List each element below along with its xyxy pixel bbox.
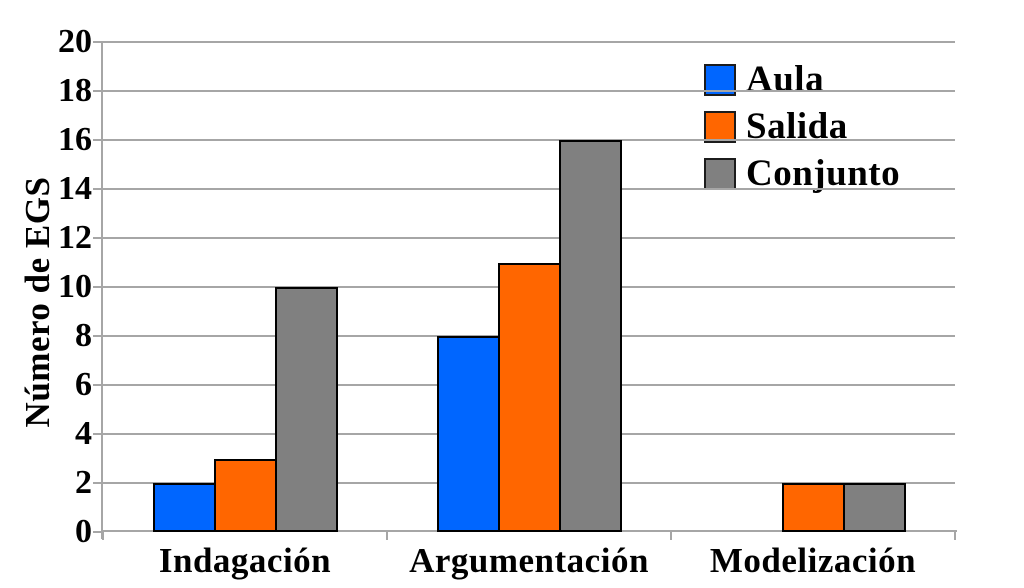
y-axis-tick [93,90,103,92]
bar-conjunto-indagacion [274,287,338,532]
legend-label: Conjunto [746,153,901,194]
y-axis-tick [93,139,103,141]
y-axis-tick [93,384,103,386]
y-axis-tick [93,188,103,190]
y-tick-label: 0 [75,513,92,550]
y-tick-label: 16 [58,121,92,158]
x-category-label: Modelización [709,541,917,580]
y-tick-label: 4 [75,415,92,452]
y-tick-label: 10 [58,268,92,305]
y-tick-label: 14 [58,170,92,207]
y-tick-label: 12 [58,219,92,256]
bar-aula-indagacion [152,483,216,532]
gridline [103,90,955,92]
gridline [103,188,955,190]
y-axis-tick [93,286,103,288]
y-axis-tick [93,335,103,337]
x-axis-tick [670,532,672,540]
legend-item-aula: Aula [704,56,835,103]
y-axis-tick [93,482,103,484]
gridline [103,237,955,239]
y-tick-label: 6 [75,366,92,403]
legend-label: Salida [746,106,848,147]
y-tick-label: 20 [58,23,92,60]
x-axis-tick [954,532,956,540]
bar-conjunto-modelizacion [842,483,906,532]
x-category-label: Indagación [158,541,332,580]
gridline [103,139,955,141]
x-axis-tick [102,532,104,540]
legend-item-salida: Salida [704,103,858,150]
legend-swatch-salida [704,110,736,143]
bar-salida-modelizacion [781,483,845,532]
bar-salida-indagacion [213,458,277,532]
bar-salida-argumentacion [497,262,561,532]
gridline [103,41,955,43]
y-tick-label: 2 [75,464,92,501]
bar-conjunto-argumentacion [558,140,622,532]
x-axis-tick [386,532,388,540]
y-axis-tick [93,237,103,239]
legend-label: Aula [746,59,825,100]
y-tick-label: 18 [58,72,92,109]
legend: Aula Salida Conjunto [704,56,911,197]
bar-aula-argumentacion [436,336,500,532]
y-axis-tick [93,531,103,533]
y-axis-tick [93,41,103,43]
y-tick-label: 8 [75,317,92,354]
y-axis-line [101,41,103,539]
x-category-label: Argumentación [409,541,649,580]
legend-swatch-conjunto [704,157,736,190]
y-axis-tick [93,433,103,435]
